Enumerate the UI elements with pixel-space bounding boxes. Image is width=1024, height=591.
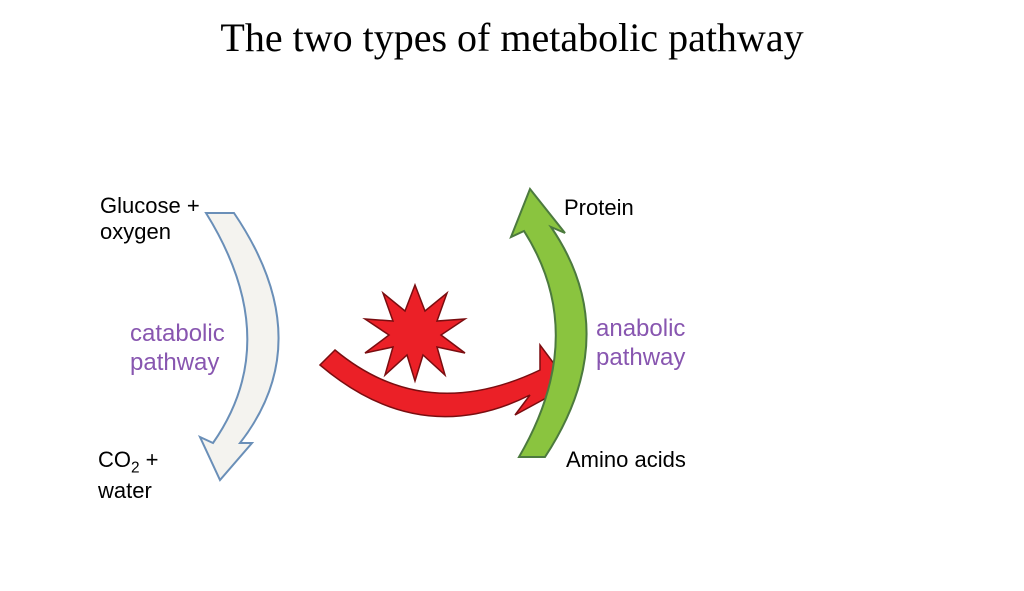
diagram-svg [0,15,1024,591]
catabolic-arrow [200,213,279,480]
energy-burst-icon [365,285,465,381]
anabolic-arrow [511,189,587,457]
